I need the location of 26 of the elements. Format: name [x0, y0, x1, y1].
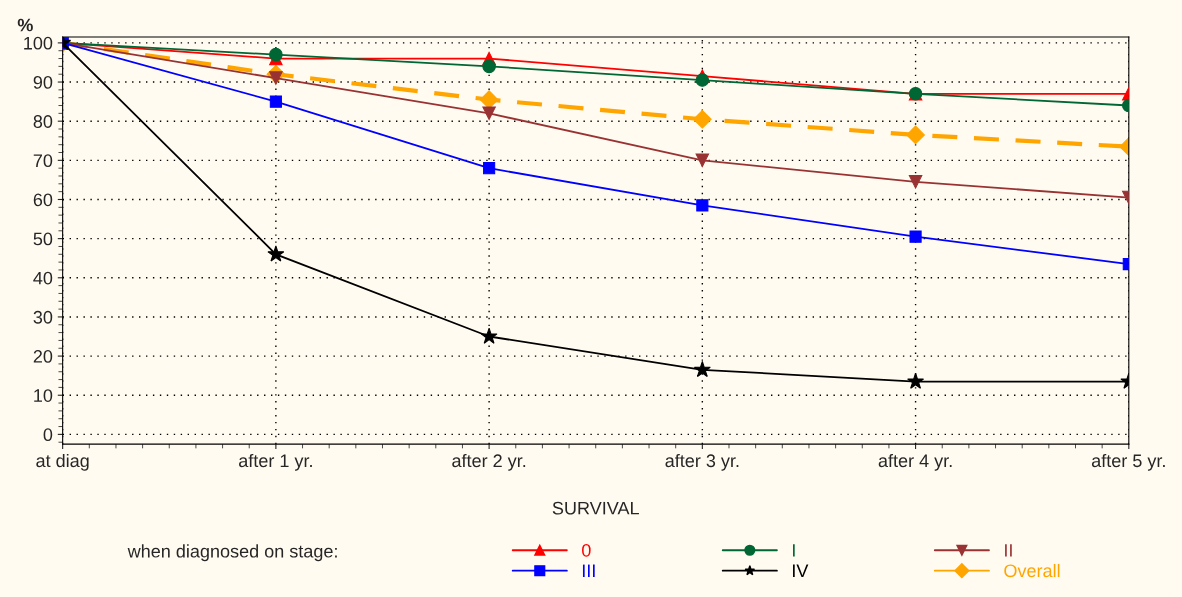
y-tick-label: 30	[33, 310, 53, 324]
y-tick-label: 0	[43, 428, 53, 442]
x-tick-label: after 3 yr.	[665, 453, 739, 471]
y-tick-label: 10	[34, 389, 53, 402]
y-tick-label: 50	[33, 232, 53, 246]
y-tick-label: 80	[33, 115, 53, 128]
x-tick-label: after 4 yr.	[878, 453, 952, 471]
y-tick-label: 100	[24, 36, 53, 50]
y-axis-title: %	[17, 18, 33, 32]
legend-label: III	[582, 564, 595, 577]
legend-label: Overall	[1004, 563, 1060, 578]
y-tick-label: 20	[33, 350, 53, 363]
x-tick-label: after 2 yr.	[452, 453, 526, 471]
legend-title: when diagnosed on stage:	[127, 544, 337, 562]
y-tick-label: 70	[33, 154, 53, 168]
y-tick-label: 90	[33, 75, 53, 89]
y-tick-label: 60	[33, 193, 53, 207]
x-tick-label: after 1 yr.	[239, 453, 312, 471]
legend-label: 0	[582, 543, 591, 557]
x-axis-title: SURVIVAL	[552, 501, 639, 515]
legend-label: II	[1005, 544, 1012, 557]
legend-label: I	[793, 544, 795, 557]
x-tick-label: at diag	[36, 453, 89, 471]
legend-label: IV	[793, 564, 809, 577]
x-tick-label: after 5 yr.	[1091, 453, 1165, 471]
y-tick-label: 40	[33, 271, 53, 285]
